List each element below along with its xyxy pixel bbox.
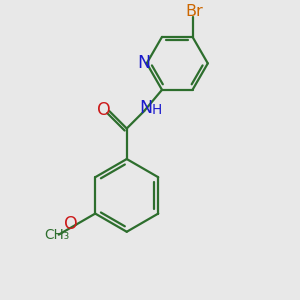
Text: O: O (64, 215, 78, 233)
Text: O: O (97, 100, 111, 118)
Text: N: N (137, 54, 150, 72)
Text: CH₃: CH₃ (45, 228, 70, 242)
Text: H: H (151, 103, 162, 117)
Text: Br: Br (185, 4, 203, 19)
Text: N: N (139, 98, 152, 116)
